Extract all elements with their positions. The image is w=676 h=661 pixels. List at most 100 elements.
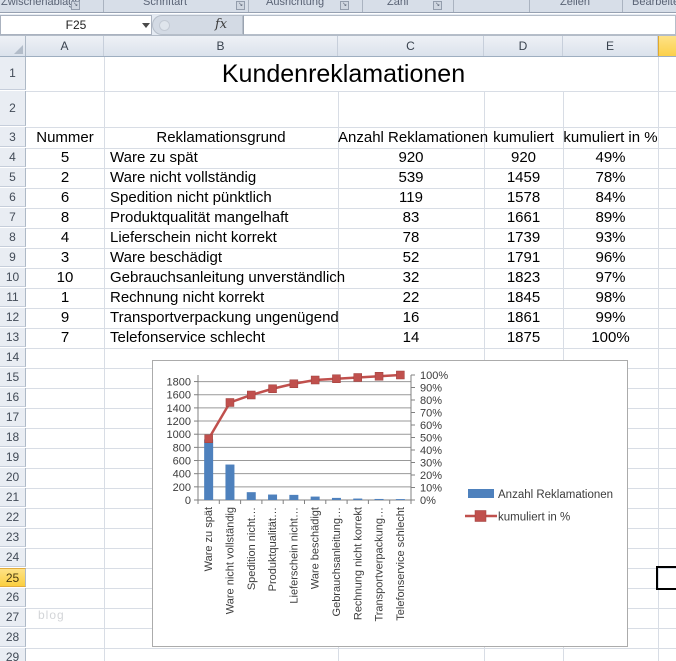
cell-E8[interactable]: 93% [595, 229, 626, 246]
row-header-11[interactable]: 11 [0, 288, 26, 307]
row-header-19[interactable]: 19 [0, 448, 26, 467]
table-header-5[interactable]: kumuliert in % [563, 129, 658, 146]
row-header-21[interactable]: 21 [0, 488, 26, 507]
sheet-title-cell[interactable]: Kundenreklamationen [221, 60, 466, 88]
column-header-E[interactable]: E [563, 36, 658, 56]
dialog-launcher-icon[interactable]: ↘ [236, 1, 245, 10]
row-header-29[interactable]: 29 [0, 648, 26, 661]
dialog-launcher-icon[interactable]: ↘ [340, 1, 349, 10]
cell-D4[interactable]: 920 [510, 149, 537, 166]
row-header-4[interactable]: 4 [0, 148, 26, 167]
column-header-F[interactable] [658, 36, 676, 56]
cell-C5[interactable]: 539 [398, 169, 424, 186]
cell-D7[interactable]: 1661 [506, 209, 541, 226]
cell-D8[interactable]: 1739 [506, 229, 541, 246]
cell-C9[interactable]: 52 [402, 249, 420, 266]
column-header-D[interactable]: D [484, 36, 563, 56]
cell-C10[interactable]: 32 [402, 269, 420, 286]
cell-B11[interactable]: Rechnung nicht korrekt [110, 289, 265, 306]
row-header-15[interactable]: 15 [0, 368, 26, 387]
sheet-grid[interactable]: 1 2 3 4 5 6 7 8 9 10 11 12 13 14 15 16 17 18 19 20 21 22 23 24 2… [0, 57, 676, 661]
row-header-9[interactable]: 9 [0, 248, 26, 267]
cell-A13[interactable]: 7 [60, 329, 70, 346]
cell-B7[interactable]: Produktqualität mangelhaft [110, 209, 289, 226]
dialog-launcher-icon[interactable]: ↘ [71, 1, 80, 10]
cell-E9[interactable]: 96% [595, 249, 626, 266]
row-header-5[interactable]: 5 [0, 168, 26, 187]
cell-C12[interactable]: 16 [402, 309, 420, 326]
cell-A5[interactable]: 2 [60, 169, 70, 186]
column-header-B[interactable]: B [104, 36, 338, 56]
row-header-6[interactable]: 6 [0, 188, 26, 207]
row-header-25[interactable]: 25 [0, 568, 26, 587]
cell-C6[interactable]: 119 [399, 189, 423, 206]
row-header-27[interactable]: 27 [0, 608, 26, 627]
cell-D6[interactable]: 1578 [506, 189, 541, 206]
cell-A8[interactable]: 4 [60, 229, 70, 246]
cell-C7[interactable]: 83 [402, 209, 420, 226]
cell-B6[interactable]: Spedition nicht pünktlich [110, 189, 272, 206]
row-header-8[interactable]: 8 [0, 228, 26, 247]
row-header-12[interactable]: 12 [0, 308, 26, 327]
cell-A11[interactable]: 1 [60, 289, 70, 306]
cell-E7[interactable]: 89% [595, 209, 626, 226]
cell-B8[interactable]: Lieferschein nicht korrekt [110, 229, 277, 246]
row-header-28[interactable]: 28 [0, 628, 26, 647]
cell-A7[interactable]: 8 [60, 209, 70, 226]
cell-C4[interactable]: 920 [398, 149, 424, 166]
cell-A12[interactable]: 9 [60, 309, 70, 326]
table-header-3[interactable]: Anzahl Reklamationen [338, 129, 489, 146]
column-header-C[interactable]: C [338, 36, 484, 56]
table-header-1[interactable]: Nummer [36, 129, 94, 146]
insert-function-button[interactable]: fx [215, 17, 228, 32]
pareto-chart[interactable]: 0 200 400 600 800 1000 1200 1400 1600 1800 0% 10% 20… [152, 360, 628, 647]
cell-D13[interactable]: 1875 [506, 329, 541, 346]
row-header-1[interactable]: 1 [0, 57, 26, 90]
cell-B5[interactable]: Ware nicht vollständig [110, 169, 257, 186]
formula-bar-input[interactable] [243, 15, 676, 35]
row-header-13[interactable]: 13 [0, 328, 26, 347]
row-header-24[interactable]: 24 [0, 548, 26, 567]
row-header-18[interactable]: 18 [0, 428, 26, 447]
row-header-2[interactable]: 2 [0, 91, 26, 126]
cell-B10[interactable]: Gebrauchsanleitung unverständlich [110, 269, 346, 286]
cell-E6[interactable]: 84% [595, 189, 626, 206]
cell-B12[interactable]: Transportverpackung ungenügend [110, 309, 339, 326]
cell-E12[interactable]: 99% [595, 309, 626, 326]
row-header-22[interactable]: 22 [0, 508, 26, 527]
cell-B13[interactable]: Telefonservice schlecht [110, 329, 266, 346]
cell-A6[interactable]: 6 [60, 189, 70, 206]
cell-D11[interactable]: 1845 [506, 289, 541, 306]
cell-C13[interactable]: 14 [402, 329, 420, 346]
row-header-7[interactable]: 7 [0, 208, 26, 227]
table-header-2[interactable]: Reklamationsgrund [156, 129, 286, 146]
cell-A10[interactable]: 10 [56, 269, 74, 286]
row-header-26[interactable]: 26 [0, 588, 26, 607]
cell-D9[interactable]: 1791 [506, 249, 541, 266]
name-box[interactable]: F25 [0, 15, 152, 35]
cell-B4[interactable]: Ware zu spät [110, 149, 198, 166]
cell-D5[interactable]: 1459 [506, 169, 541, 186]
row-header-20[interactable]: 20 [0, 468, 26, 487]
cell-E11[interactable]: 98% [595, 289, 626, 306]
cell-E13[interactable]: 100% [591, 329, 630, 346]
table-header-4[interactable]: kumuliert [493, 129, 554, 146]
row-header-3[interactable]: 3 [0, 127, 26, 147]
name-box-dropdown-icon[interactable] [142, 23, 150, 28]
row-header-14[interactable]: 14 [0, 348, 26, 367]
cell-C8[interactable]: 78 [402, 229, 420, 246]
dialog-launcher-icon[interactable]: ↘ [433, 1, 442, 10]
cell-D10[interactable]: 1823 [506, 269, 541, 286]
row-header-23[interactable]: 23 [0, 528, 26, 547]
cell-E4[interactable]: 49% [595, 149, 626, 166]
cell-A4[interactable]: 5 [60, 149, 70, 166]
cell-E5[interactable]: 78% [595, 169, 626, 186]
cell-C11[interactable]: 22 [402, 289, 420, 306]
cell-A9[interactable]: 3 [60, 249, 70, 266]
row-header-16[interactable]: 16 [0, 388, 26, 407]
row-header-10[interactable]: 10 [0, 268, 26, 287]
cell-B9[interactable]: Ware beschädigt [110, 249, 223, 266]
column-header-A[interactable]: A [26, 36, 104, 56]
cell-E10[interactable]: 97% [595, 269, 626, 286]
cell-D12[interactable]: 1861 [506, 309, 541, 326]
